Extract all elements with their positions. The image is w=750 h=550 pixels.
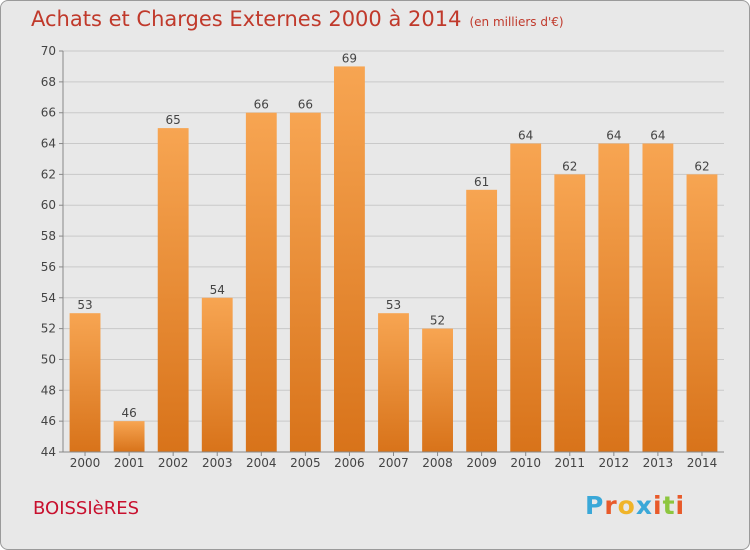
x-tick-label: 2006 [334, 456, 365, 470]
bar-value-label: 62 [694, 159, 709, 173]
bar-value-label: 69 [342, 51, 357, 65]
bars: 53 46 65 54 66 66 69 53 52 61 64 62 64 64 62 [69, 51, 718, 453]
chart-title: Achats et Charges Externes 2000 à 2014 (e… [31, 7, 564, 31]
y-tick-label: 46 [41, 414, 56, 428]
bar [113, 421, 145, 452]
bar [686, 174, 718, 452]
x-tick-label: 2012 [599, 456, 630, 470]
y-tick-label: 64 [41, 137, 56, 151]
y-tick-label: 50 [41, 352, 56, 366]
bar [245, 112, 277, 452]
chart-subtitle: (en milliers d'€) [469, 15, 564, 29]
bar-value-label: 65 [166, 113, 181, 127]
x-tick-label: 2005 [290, 456, 321, 470]
x-tick-label: 2002 [158, 456, 189, 470]
logo-letter: t [662, 491, 676, 520]
logo-letter: i [653, 491, 663, 520]
bar [378, 313, 409, 452]
bar-value-label: 64 [518, 129, 533, 143]
logo-letter: x [635, 491, 653, 520]
y-tick-label: 54 [41, 291, 56, 305]
bar [334, 66, 365, 452]
bar-value-label: 52 [430, 314, 445, 328]
bar-value-label: 53 [386, 298, 401, 312]
bar-value-label: 46 [121, 406, 136, 420]
x-tick-label: 2001 [114, 456, 145, 470]
bar-value-label: 64 [606, 129, 621, 143]
logo-letter: i [675, 491, 686, 520]
y-tick-label: 48 [41, 383, 56, 397]
bar [157, 128, 189, 452]
x-tick-label: 2000 [70, 456, 101, 470]
x-tick-label: 2014 [687, 456, 718, 470]
proxiti-logo: Proxiti [585, 491, 685, 520]
y-tick-label: 66 [41, 106, 56, 120]
bar [510, 143, 542, 453]
bar [289, 112, 321, 452]
bar-value-label: 66 [298, 98, 313, 112]
y-tick-label: 70 [41, 44, 56, 58]
bar-value-label: 53 [77, 298, 92, 312]
x-tick-label: 2008 [422, 456, 453, 470]
y-tick-label: 52 [41, 322, 56, 336]
x-tick-label: 2009 [466, 456, 497, 470]
y-tick-label: 62 [41, 167, 56, 181]
bar [554, 174, 586, 452]
bar [598, 143, 630, 453]
x-tick-label: 2004 [246, 456, 277, 470]
y-tick-label: 58 [41, 229, 56, 243]
bar [69, 313, 101, 452]
logo-letter: P [585, 491, 605, 520]
bar-value-label: 64 [650, 129, 665, 143]
bar [466, 189, 498, 453]
y-tick-label: 44 [41, 445, 56, 459]
logo-letter: r [604, 491, 618, 520]
x-tick-label: 2010 [510, 456, 541, 470]
chart-title-text: Achats et Charges Externes 2000 à 2014 [31, 7, 462, 31]
bar [422, 328, 453, 452]
y-tick-label: 68 [41, 75, 56, 89]
y-tick-label: 56 [41, 260, 56, 274]
x-tick-label: 2011 [554, 456, 585, 470]
axes: 44 46 48 50 52 54 56 58 60 62 64 66 68 70 2000 2001 2002… [41, 44, 724, 470]
bar [201, 297, 233, 452]
x-tick-label: 2013 [643, 456, 674, 470]
y-tick-label: 60 [41, 198, 56, 212]
bar-value-label: 54 [210, 283, 225, 297]
logo-letter: o [617, 491, 636, 520]
commune-name: BOISSIèRES [33, 498, 140, 519]
bar-value-label: 61 [474, 175, 489, 189]
x-tick-label: 2007 [378, 456, 409, 470]
bar-value-label: 66 [254, 98, 269, 112]
bar-value-label: 62 [562, 159, 577, 173]
bar [642, 143, 674, 453]
x-tick-label: 2003 [202, 456, 233, 470]
